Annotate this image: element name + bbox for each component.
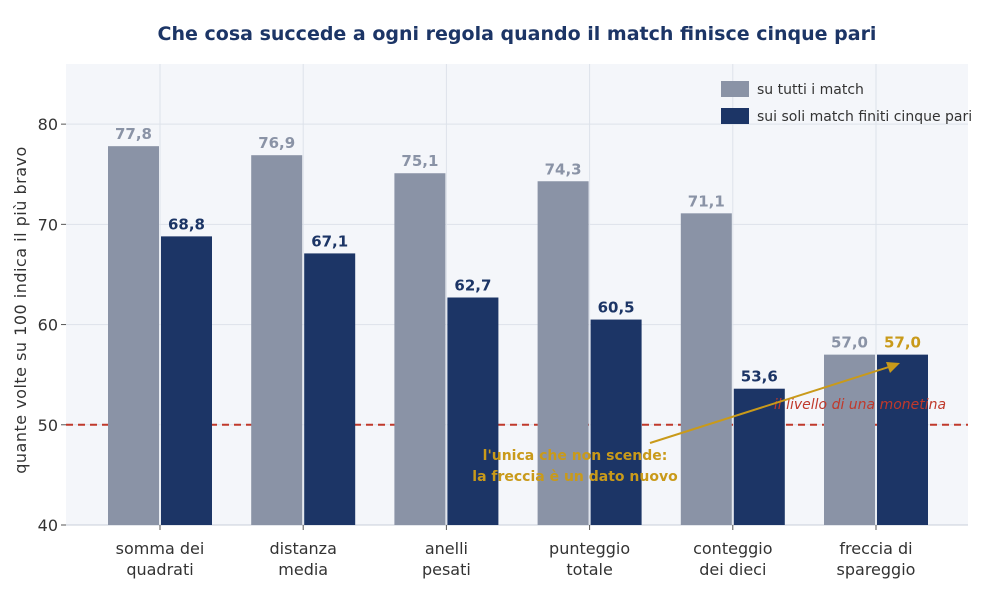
value-label: 71,1 bbox=[688, 192, 725, 210]
annotation-line-2: la freccia è un dato nuovo bbox=[472, 469, 678, 485]
value-label: 68,8 bbox=[168, 215, 205, 233]
annotation: l'unica che non scende: la freccia è un … bbox=[472, 362, 900, 485]
category-label: pesati bbox=[422, 560, 471, 579]
y-tick-label: 80 bbox=[38, 115, 58, 134]
chart-title: Che cosa succede a ogni regola quando il… bbox=[158, 23, 877, 45]
y-axis: 40 50 60 70 80 bbox=[38, 115, 66, 535]
category-label: dei dieci bbox=[699, 560, 766, 579]
category-label: anelli bbox=[425, 539, 468, 558]
value-label: 75,1 bbox=[401, 152, 438, 170]
category-label: freccia di bbox=[839, 539, 912, 558]
bar-tied-matches bbox=[877, 354, 928, 525]
y-tick-label: 70 bbox=[38, 215, 58, 234]
annotation-arrow bbox=[649, 365, 893, 444]
legend-swatch-all bbox=[721, 81, 749, 97]
category-label: punteggio bbox=[549, 539, 630, 558]
value-label: 57,0 bbox=[831, 334, 868, 352]
value-label: 60,5 bbox=[598, 299, 635, 317]
legend-swatch-tied bbox=[721, 108, 749, 124]
bar-all-matches bbox=[824, 354, 875, 525]
category-label: somma dei bbox=[116, 539, 205, 558]
bars bbox=[108, 146, 928, 526]
annotation-arrowhead bbox=[886, 362, 900, 373]
value-label: 62,7 bbox=[454, 277, 491, 295]
bar-all-matches bbox=[537, 181, 589, 526]
bar-all-matches bbox=[394, 173, 446, 526]
category-label: distanza bbox=[270, 539, 337, 558]
bar-all-matches bbox=[251, 155, 303, 526]
y-axis-label: quante volte su 100 indica il più bravo bbox=[11, 146, 30, 474]
bar-tied-matches bbox=[304, 253, 356, 525]
category-label: conteggio bbox=[693, 539, 772, 558]
y-tick-label: 40 bbox=[38, 516, 58, 535]
category-label: totale bbox=[566, 560, 612, 579]
category-label: media bbox=[278, 560, 328, 579]
value-label: 57,0 bbox=[884, 334, 921, 352]
bar-all-matches bbox=[680, 213, 732, 525]
value-label: 76,9 bbox=[258, 134, 295, 152]
category-label: spareggio bbox=[837, 560, 916, 579]
category-label: quadrati bbox=[126, 560, 193, 579]
bar-tied-matches bbox=[447, 297, 499, 525]
y-tick-label: 60 bbox=[38, 316, 58, 335]
value-label: 53,6 bbox=[741, 368, 778, 386]
legend-label-all: su tutti i match bbox=[757, 82, 864, 98]
bar-all-matches bbox=[108, 146, 159, 525]
value-label: 77,8 bbox=[115, 125, 152, 143]
annotation-line-1: l'unica che non scende: bbox=[483, 448, 668, 464]
bar-tied-matches bbox=[733, 388, 785, 525]
value-labels: 77,8 68,8 76,9 67,1 75,1 62,7 74,3 60,5 71,1 53,6… bbox=[115, 125, 921, 386]
value-label: 74,3 bbox=[545, 160, 582, 178]
x-axis: somma dei quadrati distanza media anelli pesa… bbox=[116, 525, 916, 579]
y-tick-label: 50 bbox=[38, 416, 58, 435]
bar-tied-matches bbox=[590, 319, 642, 525]
legend-label-tied: sui soli match finiti cinque pari bbox=[757, 109, 972, 125]
legend: su tutti i match sui soli match finiti c… bbox=[721, 81, 972, 125]
plot-area bbox=[66, 64, 968, 525]
bar-tied-matches bbox=[161, 236, 212, 526]
value-label: 67,1 bbox=[311, 232, 348, 250]
reference-line-label: il livello di una monetina bbox=[774, 397, 946, 413]
